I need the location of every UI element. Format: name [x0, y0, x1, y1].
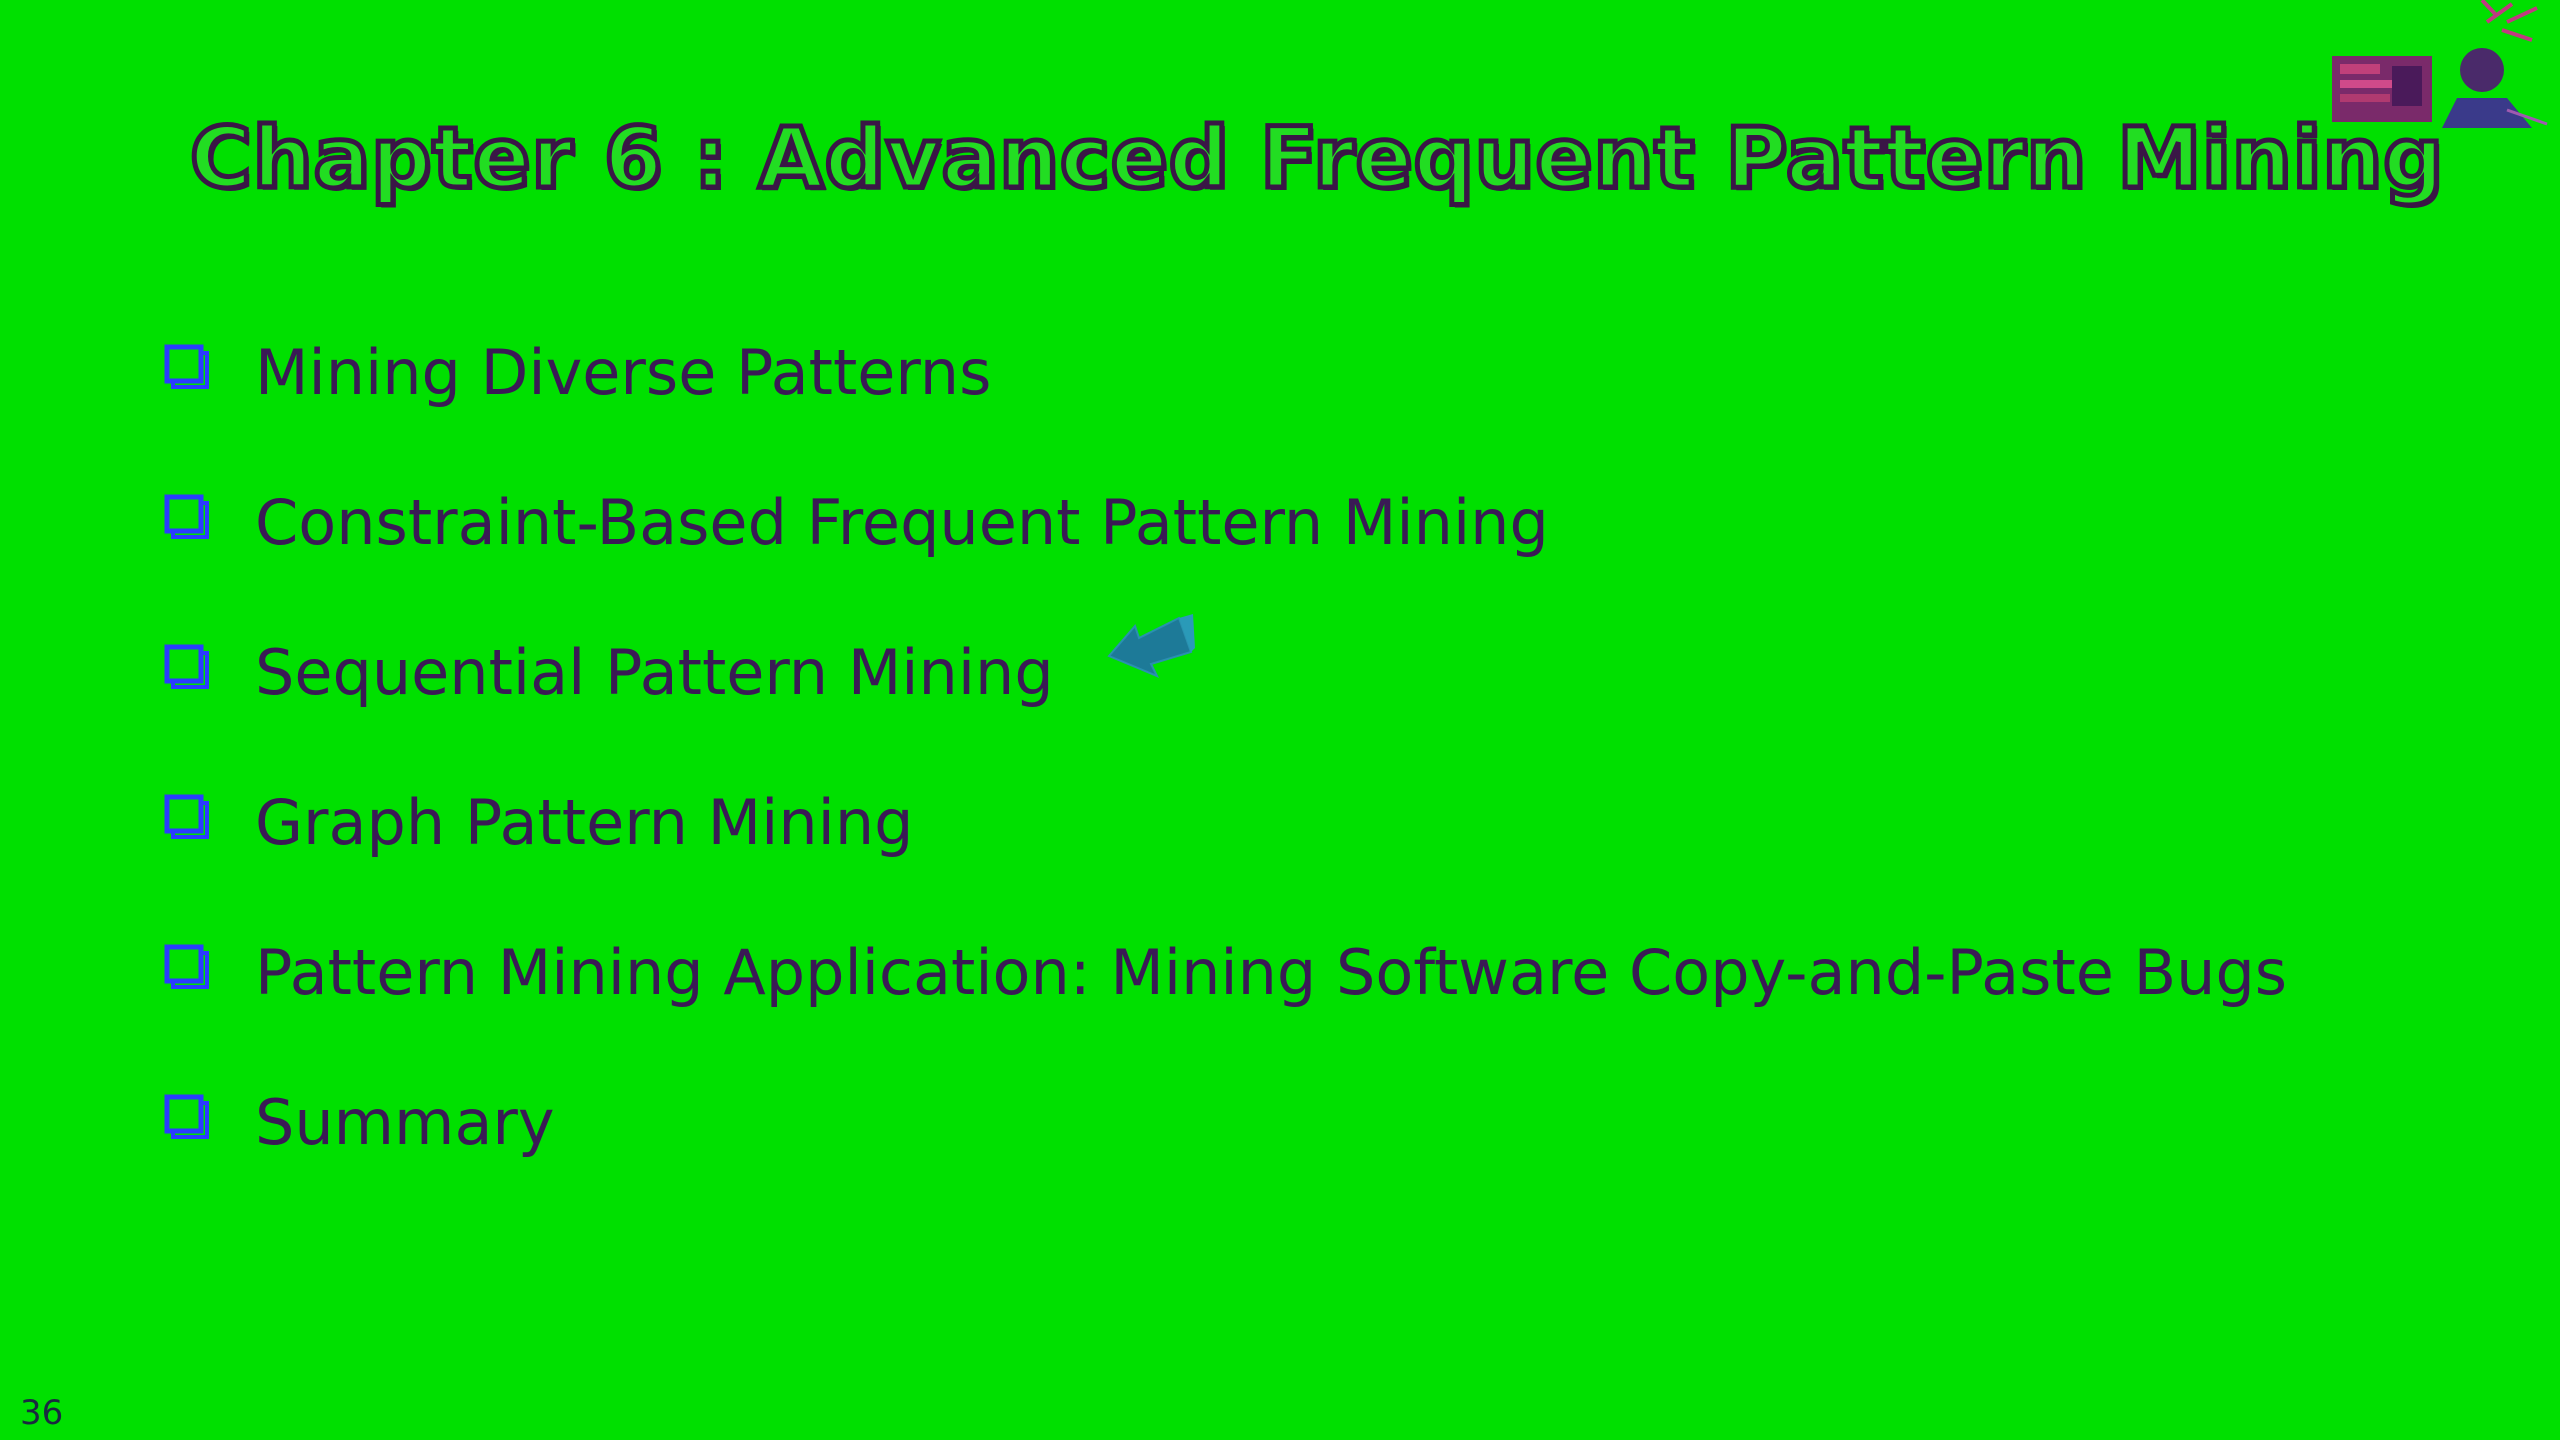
checkbox-icon — [164, 494, 209, 539]
arrow-pointer-icon — [1107, 614, 1195, 678]
slide-title: Chapter 6 : Advanced Frequent Pattern Mi… — [188, 107, 2446, 210]
presenter-photo-icon — [2332, 0, 2548, 128]
bullet-label: Summary — [255, 1086, 555, 1159]
page-number: 36 — [20, 1393, 64, 1433]
checkbox-icon — [164, 644, 209, 689]
bullet-label: Constraint-Based Frequent Pattern Mining — [255, 486, 1549, 559]
checkbox-icon — [164, 344, 209, 389]
checkbox-icon — [164, 944, 209, 989]
bullet-label: Pattern Mining Application: Mining Softw… — [255, 936, 2288, 1009]
checkbox-icon — [164, 1094, 209, 1139]
bullet-label: Mining Diverse Patterns — [255, 336, 992, 409]
bullet-label: Graph Pattern Mining — [255, 786, 914, 859]
bullet-label: Sequential Pattern Mining — [255, 636, 1054, 709]
checkbox-icon — [164, 794, 209, 839]
